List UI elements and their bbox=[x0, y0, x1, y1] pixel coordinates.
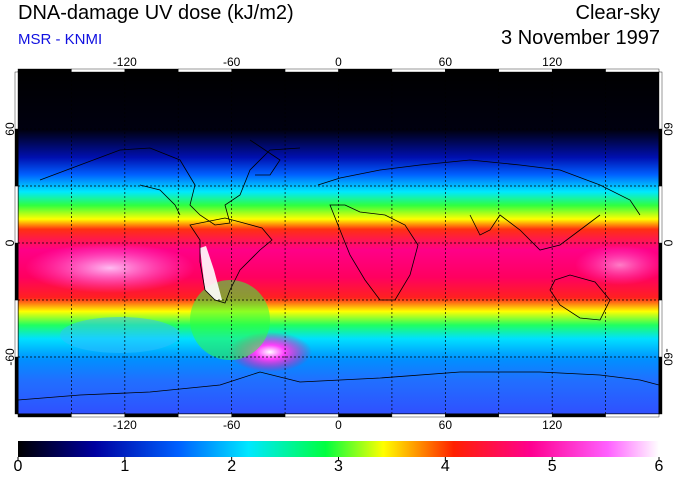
axis-labels: -120 -120 -60 -60 0 0 60 60 120 120 60 60 0 0 -60 -60 bbox=[3, 55, 675, 432]
frame-segment bbox=[14, 185, 19, 244]
source-label: MSR - KNMI bbox=[18, 31, 103, 48]
frame-segment bbox=[498, 413, 553, 418]
frame-segment bbox=[178, 413, 232, 418]
frame-segment bbox=[498, 68, 553, 73]
lon-tick-label-top: 120 bbox=[542, 55, 562, 69]
frame-segment bbox=[14, 128, 19, 187]
frame-segment bbox=[658, 128, 663, 187]
lon-tick-label-bottom: 60 bbox=[439, 418, 453, 432]
colorbar-ticks bbox=[17, 457, 660, 461]
frame-segment bbox=[445, 413, 499, 418]
frame-segment bbox=[338, 413, 393, 418]
lat-tick-label-left: 60 bbox=[3, 122, 17, 136]
frame-segment bbox=[231, 413, 286, 418]
frame-segment bbox=[284, 68, 339, 73]
lon-tick-label-bottom: 0 bbox=[335, 418, 342, 432]
lon-tick-label-bottom: -120 bbox=[113, 418, 137, 432]
colorbar-label: 5 bbox=[547, 458, 557, 475]
lat-tick-label-left: 0 bbox=[3, 239, 17, 246]
frame-segment bbox=[391, 413, 446, 418]
coastlines bbox=[18, 139, 659, 401]
lon-tick-label-top: 0 bbox=[335, 55, 342, 69]
frame-segment bbox=[231, 68, 286, 73]
lon-tick-label-top: -60 bbox=[223, 55, 241, 69]
frame-segment bbox=[14, 242, 19, 301]
colorbar-label: 6 bbox=[654, 458, 664, 475]
frame-segment bbox=[445, 68, 499, 73]
frame-segment bbox=[71, 413, 126, 418]
colorbar-label: 2 bbox=[227, 458, 237, 475]
lat-tick-label-right: 60 bbox=[661, 122, 675, 136]
frame-segment bbox=[17, 413, 72, 418]
frame-segment bbox=[658, 185, 663, 244]
lat-tick-label-right: -60 bbox=[661, 348, 675, 366]
frame-segment bbox=[124, 413, 179, 418]
frame-segment bbox=[605, 413, 660, 418]
frame-segment bbox=[71, 68, 126, 73]
map-title: DNA-damage UV dose (kJ/m2) bbox=[18, 2, 294, 24]
lon-tick-label-top: 60 bbox=[439, 55, 453, 69]
frame-segment bbox=[391, 68, 446, 73]
lat-tick-label-left: -60 bbox=[3, 348, 17, 366]
frame-segment bbox=[551, 68, 606, 73]
frame-segment bbox=[178, 68, 232, 73]
frame-segment bbox=[14, 71, 19, 130]
colorbar-label: 0 bbox=[13, 458, 23, 475]
frame-segment bbox=[284, 413, 339, 418]
sky-condition-label: Clear-sky bbox=[575, 2, 660, 24]
frame-segment bbox=[658, 71, 663, 130]
colorbar-label: 3 bbox=[334, 458, 343, 475]
frame-segment bbox=[605, 68, 660, 73]
frame-segment bbox=[658, 242, 663, 301]
date-label: 3 November 1997 bbox=[501, 27, 660, 49]
frame-segment bbox=[124, 68, 179, 73]
lon-tick-label-bottom: -60 bbox=[223, 418, 241, 432]
colorbar-label: 4 bbox=[440, 458, 450, 475]
lon-tick-label-bottom: 120 bbox=[542, 418, 562, 432]
graticule bbox=[18, 72, 659, 414]
frame-segment bbox=[338, 68, 393, 73]
frame-segment bbox=[551, 413, 606, 418]
lat-tick-label-right: 0 bbox=[661, 240, 675, 247]
colorbar bbox=[18, 441, 659, 457]
lon-tick-label-top: -120 bbox=[113, 55, 137, 69]
frame-ticks bbox=[14, 68, 663, 418]
colorbar-label: 1 bbox=[120, 458, 130, 475]
frame-segment bbox=[17, 68, 72, 73]
